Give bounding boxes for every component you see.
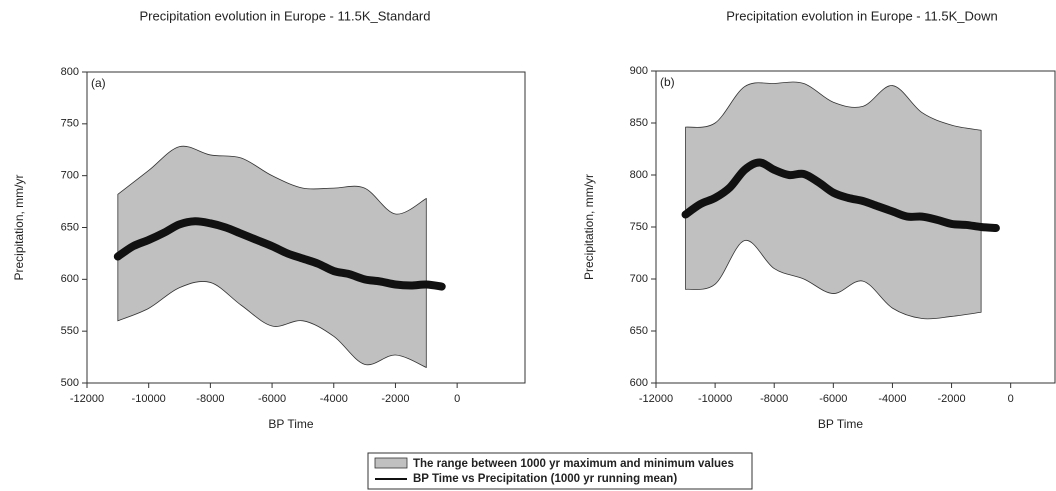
- range-band: [685, 81, 982, 320]
- x-tick-label: -10000: [698, 393, 732, 405]
- x-axis-label: BP Time: [818, 417, 863, 431]
- x-tick-label: -12000: [70, 393, 104, 405]
- x-tick-label: -4000: [878, 393, 906, 405]
- y-tick-label: 550: [61, 325, 79, 337]
- panel-label: (b): [660, 75, 675, 89]
- y-tick-label: 750: [61, 118, 79, 130]
- chart-title: Precipitation evolution in Europe - 11.5…: [726, 8, 997, 23]
- x-tick-label: -2000: [937, 393, 965, 405]
- x-tick-label: -6000: [258, 393, 286, 405]
- x-tick-label: -10000: [132, 393, 166, 405]
- x-tick-label: -12000: [639, 393, 673, 405]
- y-tick-label: 700: [61, 170, 79, 182]
- y-tick-label: 800: [630, 169, 648, 181]
- y-tick-label: 900: [630, 65, 648, 77]
- x-tick-label: -8000: [760, 393, 788, 405]
- legend-text: BP Time vs Precipitation (1000 yr runnin…: [413, 473, 677, 485]
- y-tick-label: 500: [61, 377, 79, 389]
- x-tick-label: 0: [1008, 393, 1014, 405]
- y-axis-label: Precipitation, mm/yr: [12, 174, 26, 280]
- y-tick-label: 700: [630, 273, 648, 285]
- x-tick-label: 0: [454, 393, 460, 405]
- y-axis-label: Precipitation, mm/yr: [582, 174, 596, 280]
- legend-swatch-band: [374, 457, 408, 469]
- range-band: [117, 145, 427, 369]
- y-tick-label: 800: [61, 66, 79, 78]
- x-tick-label: -2000: [381, 393, 409, 405]
- y-tick-label: 600: [61, 273, 79, 285]
- x-tick-label: -6000: [819, 393, 847, 405]
- x-axis-label: BP Time: [268, 417, 313, 431]
- x-tick-label: -4000: [320, 393, 348, 405]
- mean-line: [113, 217, 446, 291]
- legend-box: [367, 452, 753, 490]
- y-tick-label: 850: [630, 117, 648, 129]
- y-tick-label: 650: [61, 221, 79, 233]
- panel-label: (a): [91, 76, 106, 90]
- y-tick-label: 750: [630, 221, 648, 233]
- y-tick-label: 650: [630, 325, 648, 337]
- x-tick-label: -8000: [196, 393, 224, 405]
- chart-title: Precipitation evolution in Europe - 11.5…: [139, 8, 430, 23]
- mean-line: [681, 158, 1000, 233]
- y-tick-label: 600: [630, 377, 648, 389]
- legend-text: The range between 1000 yr maximum and mi…: [413, 458, 734, 470]
